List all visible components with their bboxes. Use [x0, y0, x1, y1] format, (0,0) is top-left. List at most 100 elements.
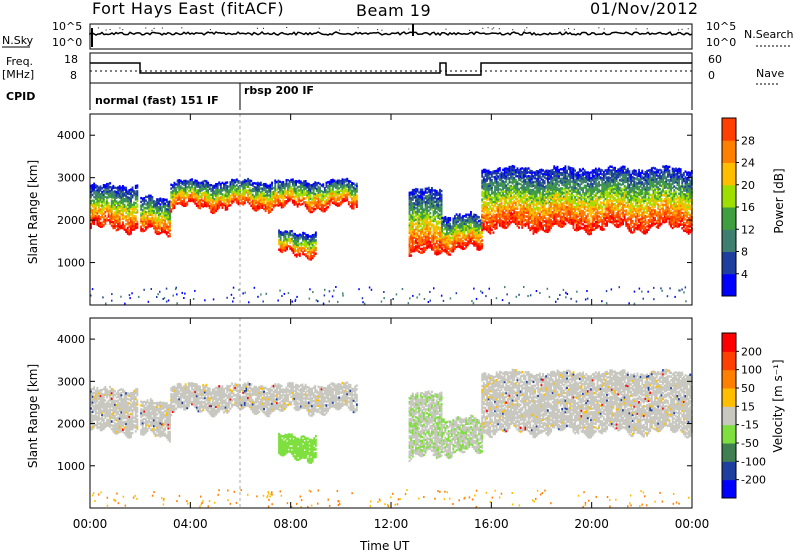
power-echo-cell	[287, 196, 289, 199]
power-echo-cell	[169, 229, 171, 232]
power-echo-cell	[173, 181, 176, 185]
power-echo-cell	[500, 175, 503, 178]
power-echo-cell	[333, 198, 336, 201]
power-echo-cell	[554, 189, 557, 193]
power-echo-cell	[122, 188, 124, 192]
power-echo-cell	[157, 207, 160, 211]
power-echo-cell	[114, 190, 116, 193]
power-echo-cell	[205, 184, 208, 187]
power-echo-cell	[486, 194, 488, 197]
power-echo-cell	[521, 205, 524, 208]
power-echo-cell	[511, 176, 514, 179]
power-echo-cell	[173, 191, 176, 194]
power-echo-cell	[114, 205, 116, 208]
power-echo-cell	[178, 201, 181, 205]
power-echo-cell	[295, 236, 298, 239]
power-echo-cell	[530, 225, 533, 228]
power-echo-cell	[145, 199, 147, 202]
power-echo-cell	[490, 219, 493, 222]
power-echo-cell	[128, 200, 131, 203]
power-echo-cell	[118, 200, 121, 203]
power-echo-cell	[410, 197, 413, 200]
power-echo-cell	[554, 186, 557, 189]
power-echo-cell	[527, 224, 530, 227]
power-echo-cell	[117, 218, 120, 222]
power-echo-cell	[133, 215, 136, 218]
power-echo-cell	[516, 199, 519, 203]
power-echo-cell	[530, 212, 533, 215]
power-echo-cell	[280, 183, 283, 186]
power-echo-cell	[278, 239, 280, 242]
power-echo-cell	[418, 210, 421, 213]
power-echo-cell	[98, 188, 100, 191]
power-echo-cell	[439, 227, 441, 230]
power-echo-cell	[161, 200, 163, 203]
power-echo-cell	[291, 195, 294, 198]
power-echo-cell	[522, 187, 525, 190]
power-echo-cell	[516, 213, 519, 216]
power-echo-cell	[562, 184, 565, 187]
power-echo-cell	[224, 208, 227, 211]
power-echo-cell	[311, 255, 314, 258]
power-echo-cell	[159, 197, 162, 200]
power-echo-cell	[575, 194, 578, 198]
power-echo-cell	[290, 237, 293, 240]
power-echo-cell	[429, 196, 432, 200]
power-echo-cell	[567, 179, 570, 182]
power-echo-cell	[102, 185, 105, 189]
power-echo-cell	[146, 222, 149, 225]
power-echo-cell	[291, 199, 294, 202]
power-echo-cell	[427, 238, 430, 241]
power-echo-cell	[99, 196, 102, 200]
power-echo-cell	[94, 184, 97, 187]
power-echo-cell	[122, 209, 124, 213]
power-echo-cell	[143, 216, 146, 219]
power-echo-cell	[540, 206, 543, 210]
power-echo-cell	[416, 224, 419, 227]
power-echo-cell	[424, 241, 427, 244]
power-echo-cell	[431, 238, 433, 241]
power-echo-cell	[514, 207, 517, 210]
power-echo-cell	[466, 217, 469, 220]
power-echo-cell	[133, 222, 136, 225]
power-echo-cell	[176, 192, 179, 196]
power-echo-cell	[526, 188, 528, 192]
power-echo-cell	[250, 179, 253, 183]
power-echo-cell	[256, 200, 259, 204]
power-echo-cell	[411, 194, 414, 197]
power-echo-cell	[99, 193, 102, 196]
power-echo-cell	[226, 204, 229, 207]
power-echo-cell	[529, 228, 532, 232]
power-echo-cell	[93, 190, 96, 193]
power-echo-cell	[293, 197, 296, 200]
power-echo-cell	[131, 226, 134, 229]
power-echo-cell	[191, 182, 193, 185]
power-echo-cell	[167, 210, 170, 213]
power-echo-cell	[440, 197, 443, 200]
power-echo-cell	[90, 196, 92, 199]
power-echo-cell	[167, 200, 170, 204]
power-echo-cell	[307, 209, 310, 212]
power-echo-cell	[320, 199, 323, 202]
power-echo-cell	[519, 177, 522, 180]
power-echo-cell	[284, 245, 287, 248]
power-echo-cell	[240, 192, 243, 196]
power-echo-cell	[250, 189, 253, 192]
power-echo-cell	[207, 204, 209, 207]
power-echo-cell	[118, 190, 121, 194]
power-echo-cell	[304, 204, 307, 208]
power-echo-cell	[508, 204, 511, 207]
power-echo-cell	[427, 217, 430, 220]
power-echo-cell	[529, 196, 532, 199]
noise-strip-frame	[89, 23, 693, 50]
power-echo-cell	[508, 190, 511, 193]
power-echo-cell	[482, 203, 485, 206]
power-echo-cell	[484, 195, 487, 198]
power-echo-cell	[189, 197, 192, 201]
power-echo-cell	[489, 188, 492, 191]
power-echo-cell	[449, 253, 452, 256]
power-echo-cell	[90, 186, 92, 189]
power-echo-cell	[157, 213, 160, 216]
power-echo-cell	[285, 202, 288, 205]
power-echo-cell	[529, 188, 532, 192]
